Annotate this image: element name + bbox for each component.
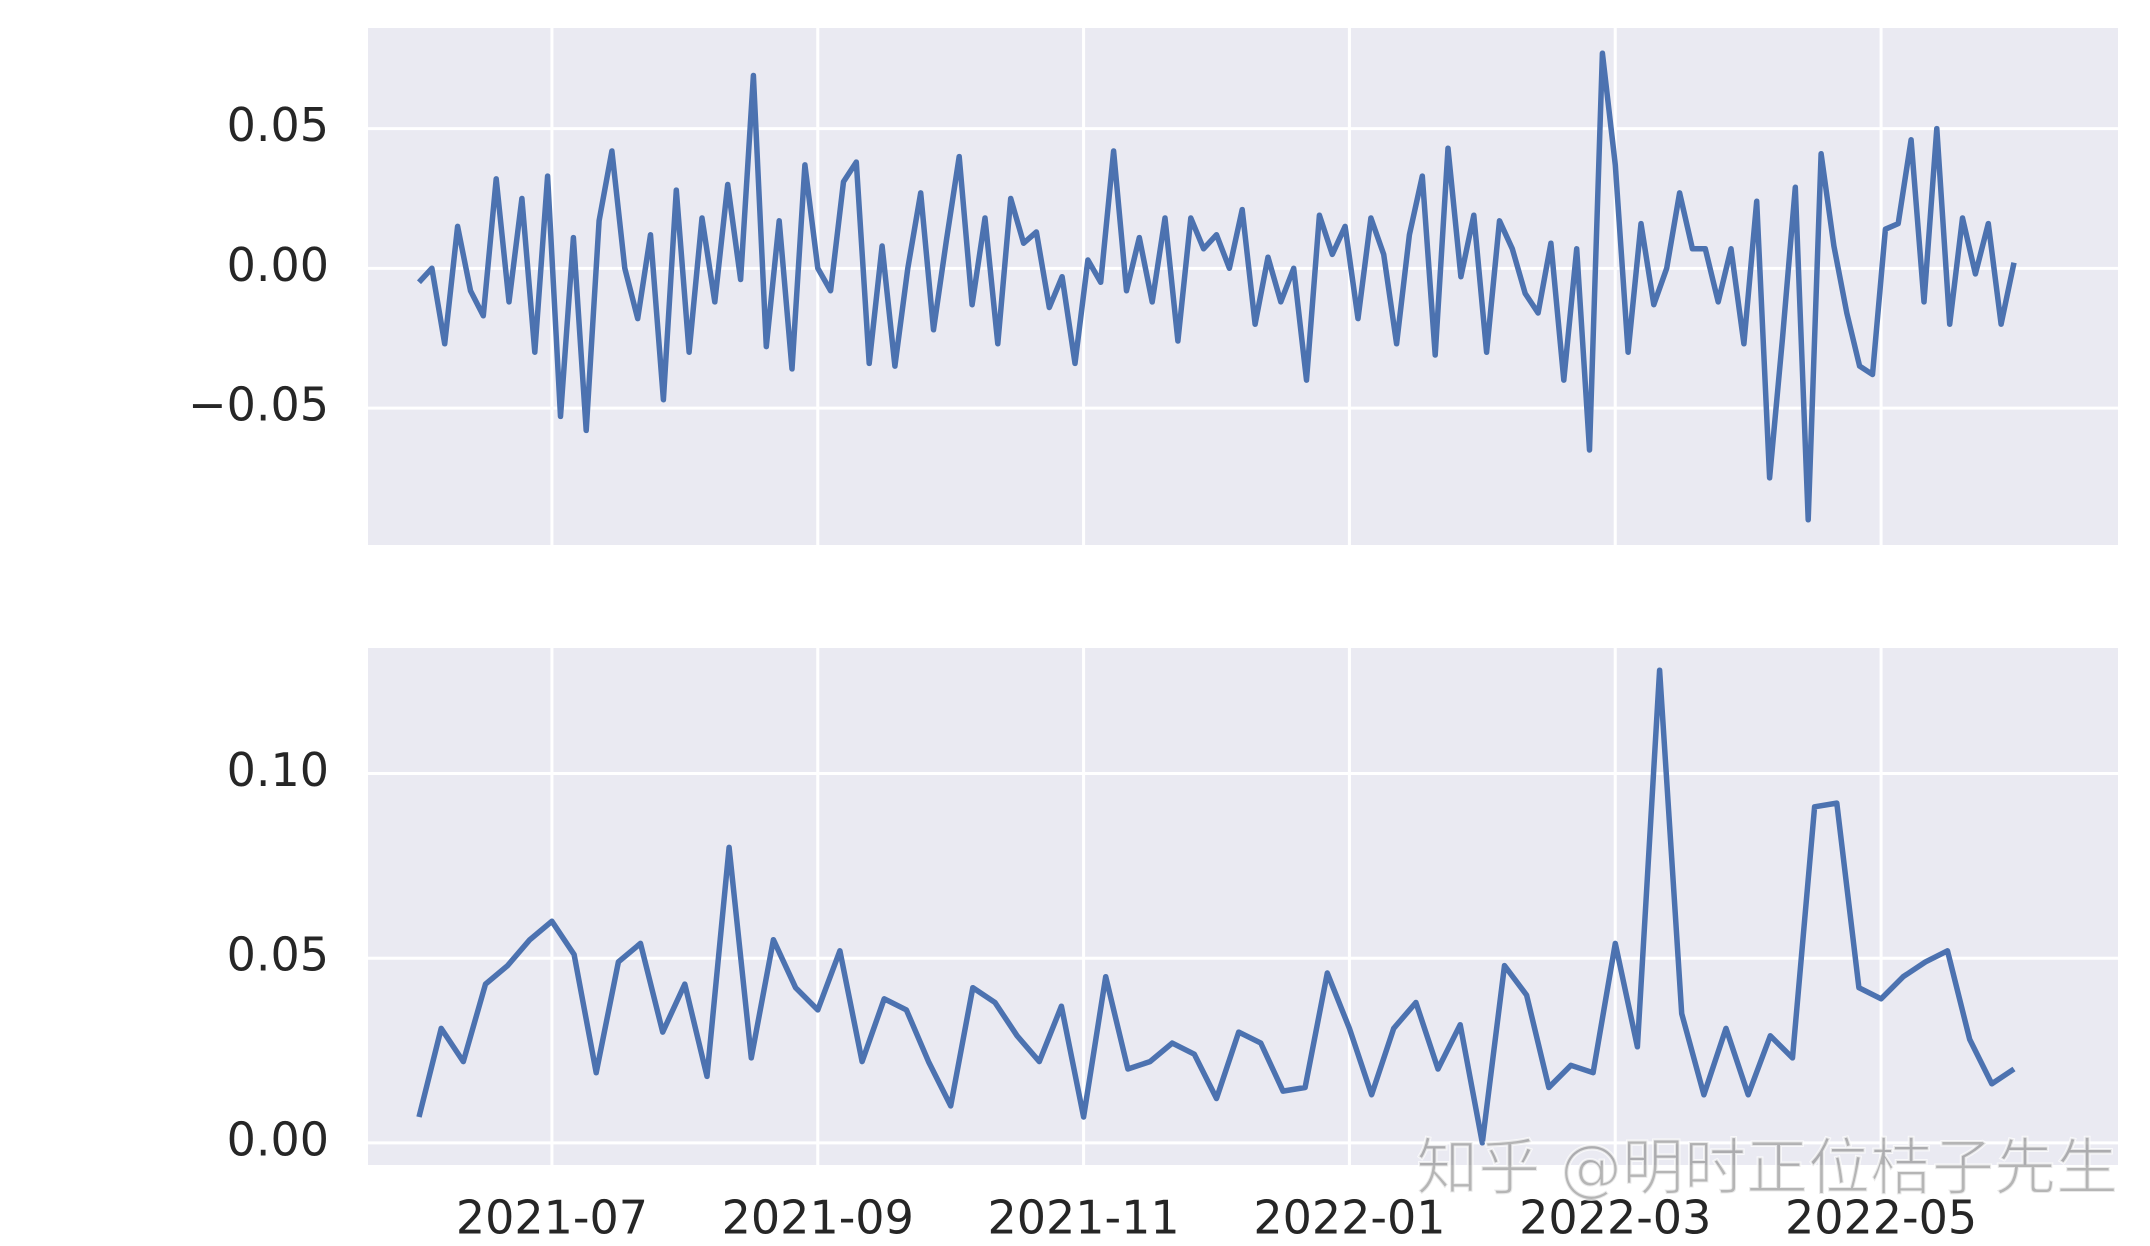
y-tick-label: 0.00 [227,1112,329,1166]
x-tick-label: 2021-09 [722,1191,914,1245]
y-tick-label: 0.05 [227,98,329,152]
x-tick-label: 2021-11 [987,1191,1179,1245]
y-tick-label: 0.10 [227,743,329,797]
y-tick-label: 0.05 [227,928,329,982]
x-tick-label: 2022-01 [1253,1191,1445,1245]
plot-area [368,648,2118,1165]
x-tick-label: 2022-03 [1519,1191,1711,1245]
x-tick-label: 2021-07 [456,1191,648,1245]
line-series [416,50,2017,523]
y-tick-label: −0.05 [188,378,329,432]
y-tick-label: 0.00 [227,238,329,292]
plot-area [368,28,2118,545]
x-tick-label: 2022-05 [1785,1191,1977,1245]
watermark: 知乎 @明时正位桔子先生 [1416,1131,2118,1204]
line-series [416,667,2016,1146]
